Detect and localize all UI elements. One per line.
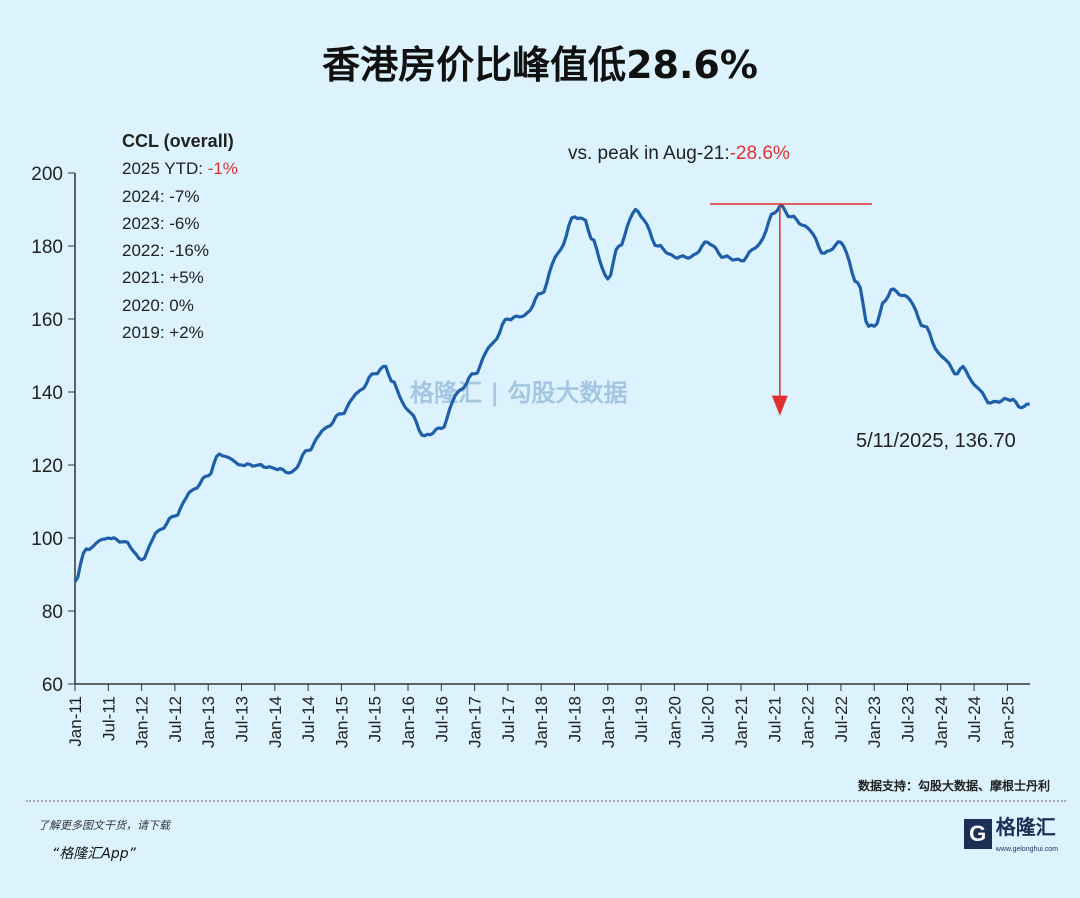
x-tick-label: Jan-24 [932,696,951,748]
data-source: 数据支持：勾股大数据、摩根士丹利 [857,779,1050,793]
note-label: 2024: [122,186,170,206]
note-label: 2021: [122,268,170,288]
y-tick-label: 200 [31,164,63,185]
note-item: 2019: +2% [122,319,238,346]
promo-text: 了解更多图文干货，请下载 [38,819,170,832]
logo-url: www.gelonghui.com [995,846,1058,853]
watermark: 格隆汇 | 勾股大数据 [410,379,628,407]
x-tick-label: Jul-23 [899,696,918,742]
x-tick-label: Jan-15 [332,696,351,748]
logo-g-icon: G [963,818,992,849]
note-value: -1% [207,159,238,179]
x-tick-label: Jul-24 [965,696,984,742]
note-label: 2020: [122,295,170,315]
x-tick-label: Jul-19 [632,696,651,742]
note-label: 2019: [122,323,170,343]
note-item: 2021: +5% [122,264,238,291]
note-label: 2022: [122,241,170,261]
x-tick-label: Jan-23 [865,696,884,748]
note-value: -7% [169,186,200,206]
divider [26,800,1066,802]
x-tick-label: Jan-18 [532,696,551,748]
yearly-change-notes: CCL (overall) 2025 YTD: -1% 2024: -7% 2023… [122,128,238,346]
x-tick-label: Jan-19 [599,696,618,748]
x-tick-label: Jan-13 [199,696,218,748]
x-tick-label: Jul-20 [699,696,718,742]
note-item: 2023: -6% [122,210,238,237]
x-tick-label: Jan-25 [998,696,1017,748]
x-tick-label: Jul-13 [233,696,252,742]
x-tick-label: Jul-11 [99,696,118,741]
note-value: -6% [169,213,200,233]
x-tick-label: Jan-17 [466,696,485,748]
logo-name: 格隆汇 [995,815,1056,839]
drop-arrow-head [771,395,788,416]
note-value: 0% [169,295,194,315]
note-label: 2025 YTD: [122,159,208,179]
x-tick-label: Jul-22 [832,696,851,742]
chart-title: 香港房价比峰值低28.6% [322,43,758,87]
x-tick-label: Jan-11 [66,696,85,747]
note-item: 2025 YTD: -1% [122,155,238,182]
x-tick-label: Jul-21 [765,696,784,742]
peak-label: vs. peak in Aug-21: [568,143,730,164]
x-tick-label: Jul-16 [432,696,451,742]
y-tick-label: 160 [31,310,63,331]
x-tick-label: Jul-12 [166,696,185,742]
x-tick-label: Jan-20 [665,696,684,748]
x-tick-label: Jan-22 [799,696,818,748]
note-value: +2% [169,323,204,343]
note-item: 2022: -16% [122,237,238,264]
y-tick-label: 60 [42,675,63,696]
ccl-series-line [73,204,1030,583]
watermark-left: 格隆汇 [410,379,482,407]
note-label: 2023: [122,213,170,233]
y-tick-label: 140 [31,383,63,404]
x-tick-label: Jan-16 [399,696,418,748]
note-item: 2020: 0% [122,292,238,319]
x-tick-label: Jul-15 [366,696,385,742]
note-value: -16% [169,241,209,261]
x-tick-label: Jan-14 [266,696,285,748]
y-tick-label: 180 [31,237,63,258]
x-tick-label: Jul-18 [566,696,585,742]
x-tick-label: Jan-21 [732,696,751,748]
y-tick-label: 80 [42,602,63,623]
promo-app-name: “格隆汇App” [52,846,136,862]
x-tick-label: Jan-12 [133,696,152,748]
end-value-label: 5/11/2025, 136.70 [856,430,1016,452]
y-tick-label: 100 [31,529,63,550]
peak-value: -28.6% [729,143,790,164]
x-tick-label: Jul-17 [499,696,518,742]
peak-annotation: vs. peak in Aug-21:-28.6% [568,143,790,165]
logo: G 格隆汇 www.gelonghui.com [963,812,1058,855]
watermark-right: 勾股大数据 [507,379,628,407]
note-item: 2024: -7% [122,183,238,210]
y-tick-label: 120 [31,456,63,477]
note-value: +5% [169,268,204,288]
notes-heading: CCL (overall) [122,131,234,151]
x-tick-label: Jul-14 [299,696,318,742]
